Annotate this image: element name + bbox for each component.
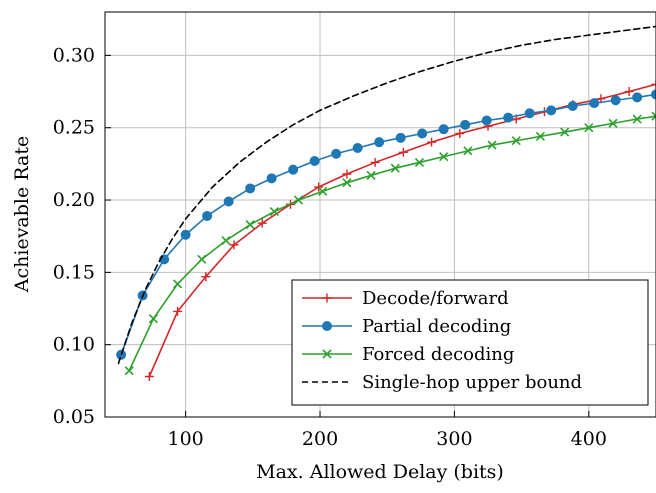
series-point (487, 140, 497, 150)
series-point (463, 146, 473, 156)
series-point (395, 132, 406, 143)
series-point (322, 321, 332, 331)
series-point (173, 306, 183, 316)
tick-layer: 100 200 300 400 0.05 0.10 0.15 0.20 0.25 0.30 (53, 44, 607, 450)
series-point (366, 170, 376, 181)
series-point (245, 183, 256, 194)
series-2 (124, 111, 656, 376)
series-point (124, 366, 134, 376)
series-3 (117, 25, 656, 365)
series-point (293, 195, 304, 205)
series-point (318, 186, 328, 196)
plot-frame (104, 11, 656, 418)
series-point (221, 235, 231, 246)
series-point (511, 136, 521, 146)
x-tick-label: 100 (168, 428, 204, 450)
series-point (148, 314, 158, 324)
legend-label: Partial decoding (362, 316, 511, 337)
legend-entry: Forced decoding (302, 344, 514, 365)
series-point (651, 111, 656, 121)
series-point (314, 182, 324, 192)
series-point (589, 98, 600, 109)
series-point (144, 372, 154, 381)
series-point (288, 164, 299, 175)
legend-entry: Partial decoding (302, 316, 511, 337)
legend-label: Decode/forward (362, 288, 509, 309)
series-point (651, 89, 656, 100)
x-tick-label: 200 (302, 428, 338, 450)
series-point (370, 157, 380, 167)
legend-entry: Decode/forward (302, 288, 509, 309)
y-tick-label: 0.30 (53, 44, 95, 66)
series-point (202, 210, 213, 221)
series-1 (116, 89, 656, 360)
legend: Decode/forward Partial decoding Forced dec… (291, 279, 649, 406)
series-point (608, 118, 618, 128)
x-tick-label: 400 (571, 428, 607, 450)
series-point (245, 220, 255, 230)
series-point (455, 129, 465, 138)
series-point (322, 349, 332, 359)
series-point (438, 124, 449, 135)
y-tick-label: 0.25 (53, 117, 95, 139)
series-point (414, 157, 425, 167)
series-point (398, 147, 408, 157)
series-point (374, 137, 385, 148)
y-tick-label: 0.10 (53, 334, 95, 356)
series-point (546, 105, 557, 116)
series-point (460, 119, 471, 130)
series-point (269, 207, 279, 217)
legend-label: Forced decoding (362, 344, 514, 365)
series-point (567, 101, 578, 112)
y-tick-label: 0.15 (53, 261, 95, 283)
series-point (524, 108, 535, 119)
series-point (322, 293, 332, 303)
series-point (331, 148, 342, 159)
series-point (180, 229, 191, 240)
series-point (535, 131, 545, 141)
series-point (624, 87, 634, 97)
x-tick-label: 300 (436, 428, 472, 450)
y-tick-label: 0.20 (53, 189, 95, 211)
series-point (481, 115, 492, 126)
series-point (651, 79, 656, 89)
series-point (584, 123, 594, 133)
series-point (417, 128, 428, 139)
series-point (173, 279, 183, 289)
legend-entry: Single-hop upper bound (302, 372, 582, 393)
series-point (257, 218, 267, 228)
series-point (632, 92, 643, 103)
series-point (352, 142, 363, 153)
series-point (632, 114, 642, 124)
x-axis-label: Max. Allowed Delay (bits) (256, 461, 504, 483)
series-point (116, 349, 127, 360)
series-point (266, 173, 277, 184)
series-point (610, 95, 621, 106)
legend-box (291, 279, 649, 406)
y-axis-label: Achievable Rate (11, 136, 33, 293)
series-point (197, 254, 207, 264)
legend-label: Single-hop upper bound (362, 372, 582, 393)
series-point (342, 169, 352, 179)
series-point (439, 152, 449, 162)
series-point (503, 112, 514, 123)
series-point (229, 240, 239, 250)
series-point (390, 163, 400, 173)
series-point (201, 272, 211, 282)
series-point (342, 178, 352, 188)
series-layer (116, 25, 656, 381)
series-point (223, 196, 234, 207)
y-tick-label: 0.05 (53, 406, 95, 428)
series-line (117, 25, 656, 365)
series-point (560, 127, 570, 137)
series-point (309, 155, 320, 166)
series-point (427, 137, 437, 147)
